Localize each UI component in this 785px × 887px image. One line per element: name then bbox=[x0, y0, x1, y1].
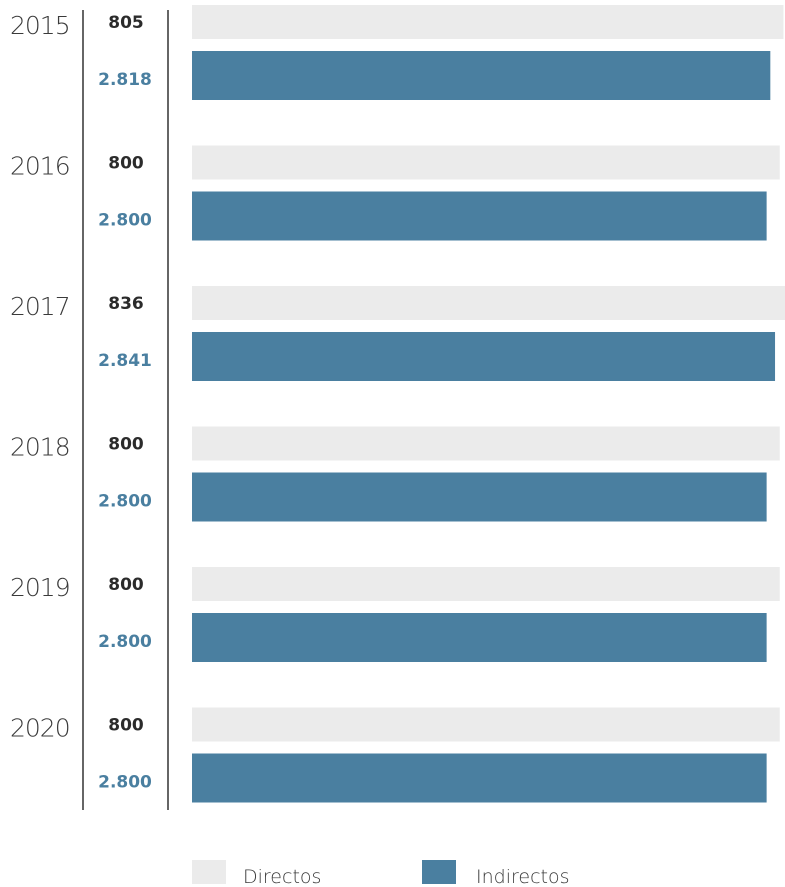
bar-directos bbox=[192, 567, 780, 601]
value-label-directos: 800 bbox=[108, 435, 144, 455]
bar-indirectos bbox=[192, 613, 767, 662]
bar-indirectos bbox=[192, 51, 771, 100]
row-2019: 2019 800 2.800 bbox=[10, 567, 780, 662]
value-label-directos: 836 bbox=[108, 294, 144, 314]
legend: Directos Indirectos bbox=[192, 860, 570, 887]
row-2015: 2015 805 2.818 bbox=[10, 5, 784, 100]
year-label: 2019 bbox=[10, 573, 70, 602]
bar-indirectos bbox=[192, 753, 767, 803]
legend-swatch-directos bbox=[192, 860, 226, 884]
bar-indirectos bbox=[192, 191, 767, 241]
bar-directos bbox=[192, 707, 780, 742]
value-label-directos: 800 bbox=[108, 154, 144, 174]
row-2018: 2018 800 2.800 bbox=[10, 426, 780, 522]
row-2016: 2016 800 2.800 bbox=[10, 145, 780, 241]
value-label-indirectos: 2.800 bbox=[98, 492, 152, 512]
value-label-directos: 805 bbox=[108, 13, 144, 33]
year-label: 2016 bbox=[10, 152, 70, 181]
bar-directos bbox=[192, 426, 780, 461]
value-label-indirectos: 2.800 bbox=[98, 632, 152, 652]
value-label-indirectos: 2.841 bbox=[98, 351, 152, 371]
bar-indirectos bbox=[192, 472, 767, 522]
value-label-indirectos: 2.818 bbox=[98, 70, 152, 90]
bar-indirectos bbox=[192, 332, 776, 381]
row-2017: 2017 836 2.841 bbox=[10, 286, 785, 381]
value-label-indirectos: 2.800 bbox=[98, 211, 152, 231]
year-label: 2017 bbox=[10, 292, 70, 321]
value-label-indirectos: 2.800 bbox=[98, 773, 152, 793]
row-2020: 2020 800 2.800 bbox=[10, 707, 780, 803]
chart-rows: 2015 805 2.818 2016 800 2.800 2017 836 2.841 2018… bbox=[10, 5, 785, 803]
value-label-directos: 800 bbox=[108, 575, 144, 595]
legend-label-directos: Directos bbox=[243, 866, 321, 887]
year-label: 2020 bbox=[10, 714, 70, 743]
value-label-directos: 800 bbox=[108, 716, 144, 736]
bar-directos bbox=[192, 5, 784, 39]
bar-directos bbox=[192, 286, 785, 320]
legend-label-indirectos: Indirectos bbox=[476, 866, 570, 887]
year-label: 2015 bbox=[10, 11, 70, 40]
axis-lines bbox=[82, 10, 169, 810]
year-label: 2018 bbox=[10, 433, 70, 462]
legend-swatch-indirectos bbox=[422, 860, 456, 884]
bar-directos bbox=[192, 145, 780, 180]
